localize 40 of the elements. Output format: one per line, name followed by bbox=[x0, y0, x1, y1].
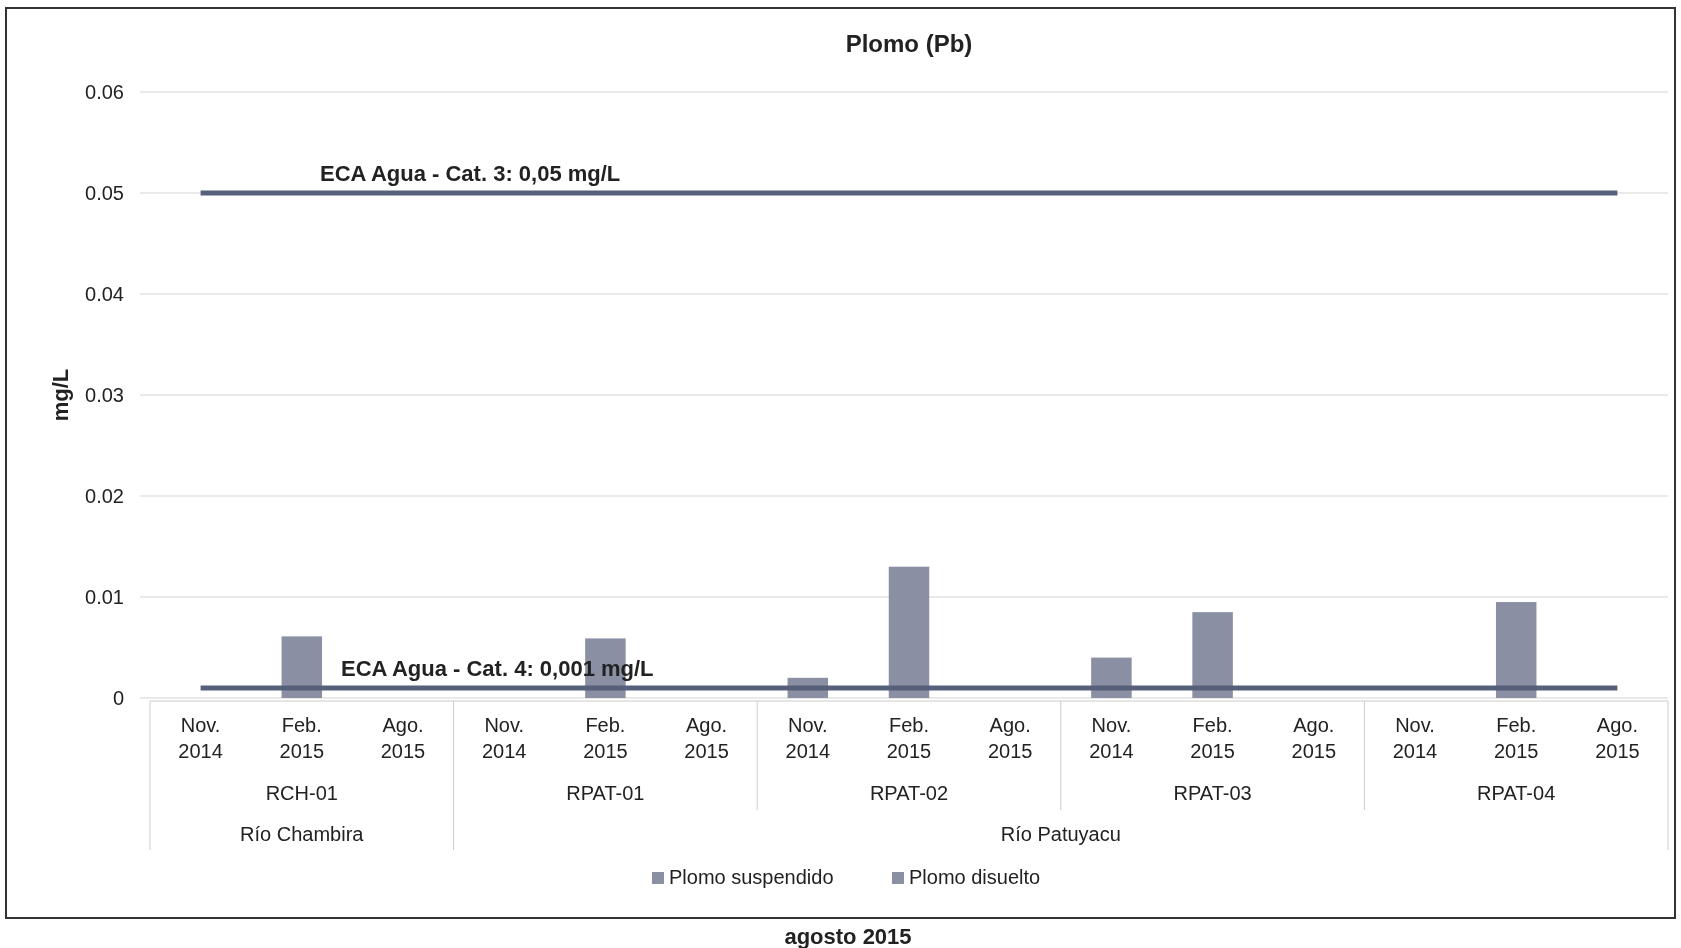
legend-label: Plomo disuelto bbox=[909, 866, 1041, 888]
x-tick-label: Ago. 2015 bbox=[380, 714, 426, 762]
x-tick-label: Nov. 2014 bbox=[481, 714, 527, 762]
bar bbox=[1192, 612, 1233, 698]
x-tick-label: Nov. 2014 bbox=[1392, 714, 1438, 762]
y-axis-title: mg/L bbox=[48, 368, 73, 422]
y-tick-label: 0 bbox=[112, 687, 124, 709]
x-tick-label: Feb. 2015 bbox=[1493, 714, 1539, 762]
x-tick-label: Feb. 2015 bbox=[886, 714, 932, 762]
y-tick-label: 0.03 bbox=[85, 384, 124, 406]
x-tick-label: Nov. 2014 bbox=[1089, 714, 1134, 762]
text: RPAT-03 bbox=[1173, 782, 1252, 804]
bar bbox=[888, 566, 930, 698]
x-tick-label: Nov. 2014 bbox=[178, 714, 223, 762]
ref-line-label: ECA Agua - Cat. 3: 0,05 mg/L bbox=[320, 161, 621, 186]
x-tick-label: Feb. 2015 bbox=[1190, 714, 1235, 762]
bar bbox=[281, 636, 323, 698]
y-tick-label: 0.02 bbox=[85, 485, 124, 507]
x-tick-label: Ago. 2015 bbox=[987, 714, 1033, 762]
y-tick-label: 0.06 bbox=[85, 81, 124, 103]
y-tick-label: 0.05 bbox=[85, 182, 124, 204]
text: RPAT-04 bbox=[1477, 782, 1556, 804]
text: RPAT-01 bbox=[566, 782, 645, 804]
y-tick-label: 0.01 bbox=[85, 586, 124, 608]
x-tick-label: Feb. 2015 bbox=[583, 714, 628, 762]
chart-title: Plomo (Pb) bbox=[845, 30, 973, 57]
y-tick-label: 0.04 bbox=[85, 283, 124, 305]
text: RPAT-02 bbox=[869, 782, 949, 804]
bar bbox=[1495, 602, 1537, 698]
legend-label: Plomo suspendido bbox=[669, 866, 834, 888]
x-tick-label: Ago. 2015 bbox=[684, 714, 729, 762]
text: RCH-01 bbox=[265, 782, 338, 804]
text: Río Patuyacu bbox=[1000, 823, 1121, 845]
x-tick-label: Ago. 2015 bbox=[1291, 714, 1337, 762]
text: agosto 2015 bbox=[784, 924, 912, 948]
x-tick-label: Nov. 2014 bbox=[785, 714, 831, 762]
text: Río Chambira bbox=[240, 823, 365, 845]
x-tick-label: Ago. 2015 bbox=[1595, 714, 1640, 762]
x-tick-label: Feb. 2015 bbox=[279, 714, 325, 762]
ref-line-label: ECA Agua - Cat. 4: 0,001 mg/L bbox=[341, 655, 654, 681]
